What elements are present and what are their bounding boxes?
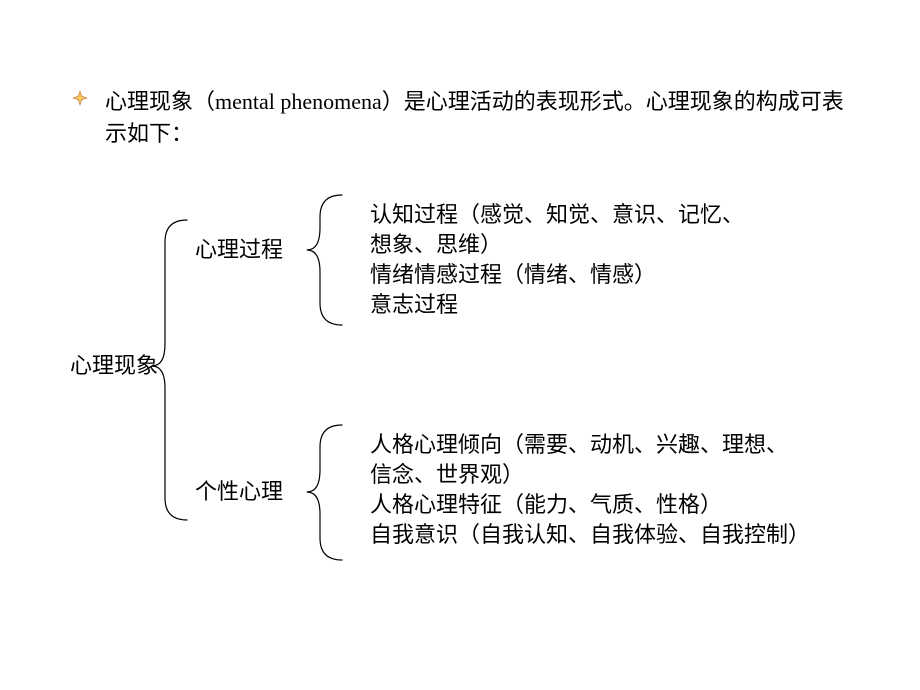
slide-container: 心理现象（mental phenomena）是心理活动的表现形式。心理现象的构成… <box>0 0 920 690</box>
brace-branch-2 <box>0 0 920 690</box>
